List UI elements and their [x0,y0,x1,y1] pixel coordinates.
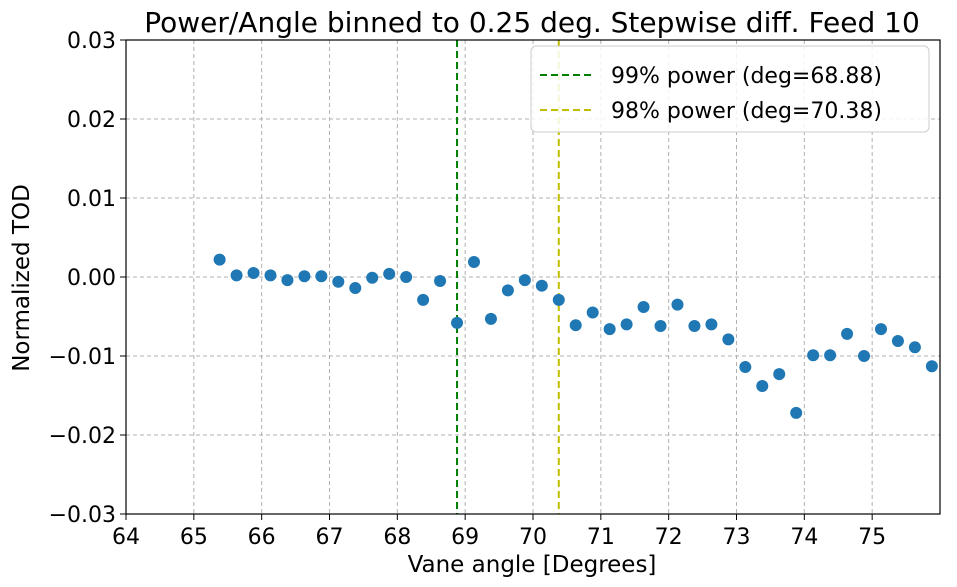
y-tick-label: −0.01 [49,345,116,370]
data-point [383,267,396,280]
data-point [824,349,837,362]
legend-label-99: 99% power (deg=68.88) [611,64,882,89]
x-tick-label: 73 [723,525,751,550]
y-tick-label: 0.02 [67,108,116,133]
x-tick-label: 74 [790,525,818,550]
scatter-points [213,253,938,419]
y-axis-label: Normalized TOD [9,184,35,372]
legend: 99% power (deg=68.88) 98% power (deg=70.… [530,45,930,133]
data-point [790,406,803,419]
data-point [739,361,752,374]
data-point [688,319,701,332]
data-point [366,271,379,284]
data-point [501,284,514,297]
data-point [603,323,616,336]
data-point [518,274,531,287]
data-point [586,306,599,319]
data-point [637,301,650,314]
x-tick-label: 67 [316,525,344,550]
x-tick-label: 70 [519,525,547,550]
x-tick-label: 72 [655,525,683,550]
data-point [264,269,277,282]
data-point [230,269,243,282]
x-tick-label: 71 [587,525,615,550]
data-point [434,274,447,287]
data-point [654,319,667,332]
data-point [213,253,226,266]
data-point [722,333,735,346]
data-point [417,293,430,306]
x-tick-label: 64 [112,525,140,550]
data-point [925,360,938,373]
y-tick-label: 0.00 [67,266,116,291]
data-point [552,293,565,306]
data-point [281,274,294,287]
data-point [705,318,718,331]
data-point [569,319,582,332]
x-tick-label: 75 [858,525,886,550]
data-point [671,298,684,311]
data-point [908,341,921,354]
y-tick-label: −0.02 [49,424,116,449]
data-point [620,318,633,331]
data-point [467,255,480,268]
x-axis-label: Vane angle [Degrees] [408,552,657,578]
y-axis: 0.03 0.02 0.01 0.00 −0.01 −0.02 −0.03 [49,29,126,528]
data-point [874,323,887,336]
data-point [858,350,871,362]
x-tick-label: 66 [248,525,276,550]
data-point [841,327,854,340]
x-tick-label: 65 [180,525,208,550]
data-point [315,270,328,283]
data-point [332,275,345,288]
y-tick-label: −0.03 [49,503,116,528]
data-point [400,271,413,283]
x-axis: 64 65 66 67 68 69 70 71 72 73 74 75 [112,514,886,550]
y-tick-label: 0.03 [67,29,116,54]
y-tick-label: 0.01 [67,187,116,212]
x-tick-label: 68 [383,525,411,550]
legend-label-98: 98% power (deg=70.38) [611,99,882,124]
data-point [451,316,464,329]
chart-title: Power/Angle binned to 0.25 deg. Stepwise… [144,6,920,39]
data-point [773,368,786,381]
data-point [298,270,311,283]
data-point [756,380,769,393]
legend-box [530,45,930,133]
x-tick-label: 69 [451,525,479,550]
data-point [807,349,820,362]
data-point [891,334,904,347]
data-point [247,267,260,280]
data-point [535,279,548,292]
data-point [349,282,362,295]
data-point [484,312,497,325]
